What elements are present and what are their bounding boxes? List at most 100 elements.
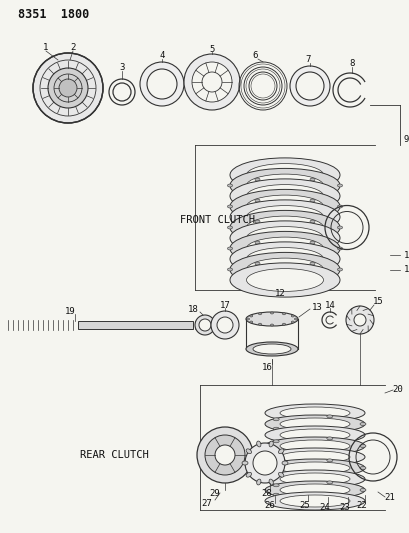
Ellipse shape xyxy=(264,481,364,499)
Ellipse shape xyxy=(254,199,259,202)
Ellipse shape xyxy=(272,449,279,452)
Circle shape xyxy=(353,314,365,326)
Ellipse shape xyxy=(282,313,285,315)
Ellipse shape xyxy=(229,253,339,287)
Ellipse shape xyxy=(337,247,342,250)
Ellipse shape xyxy=(326,452,332,455)
Text: 1: 1 xyxy=(43,44,49,52)
Ellipse shape xyxy=(254,274,259,277)
Ellipse shape xyxy=(229,168,339,203)
Ellipse shape xyxy=(264,437,364,455)
Ellipse shape xyxy=(246,237,323,260)
Ellipse shape xyxy=(309,220,314,223)
Ellipse shape xyxy=(359,445,365,448)
Circle shape xyxy=(198,319,211,331)
Ellipse shape xyxy=(326,459,332,462)
Ellipse shape xyxy=(359,423,365,425)
Text: 27: 27 xyxy=(201,498,212,507)
Ellipse shape xyxy=(337,226,342,229)
Ellipse shape xyxy=(279,418,349,430)
Bar xyxy=(78,321,193,329)
Ellipse shape xyxy=(229,263,339,297)
Ellipse shape xyxy=(264,470,364,488)
Ellipse shape xyxy=(309,190,314,193)
Ellipse shape xyxy=(252,344,290,354)
Ellipse shape xyxy=(246,269,323,292)
Ellipse shape xyxy=(227,226,232,229)
Text: 19: 19 xyxy=(65,306,75,316)
Text: 26: 26 xyxy=(264,502,275,511)
Ellipse shape xyxy=(309,232,314,235)
Ellipse shape xyxy=(326,430,332,433)
Text: 23: 23 xyxy=(339,503,350,512)
Ellipse shape xyxy=(282,323,285,325)
Ellipse shape xyxy=(279,473,349,485)
Ellipse shape xyxy=(254,211,259,214)
Ellipse shape xyxy=(268,479,273,485)
Ellipse shape xyxy=(294,318,297,320)
Ellipse shape xyxy=(309,262,314,265)
Circle shape xyxy=(191,62,231,102)
Text: 18: 18 xyxy=(187,304,198,313)
Ellipse shape xyxy=(279,484,349,496)
Circle shape xyxy=(139,62,184,106)
Ellipse shape xyxy=(227,268,232,271)
Text: 12: 12 xyxy=(274,289,285,298)
Ellipse shape xyxy=(229,200,339,234)
Ellipse shape xyxy=(254,190,259,193)
Ellipse shape xyxy=(229,211,339,245)
Text: 22: 22 xyxy=(356,500,366,510)
Ellipse shape xyxy=(254,253,259,256)
Ellipse shape xyxy=(359,466,365,470)
Ellipse shape xyxy=(279,462,349,474)
Ellipse shape xyxy=(272,427,279,430)
Ellipse shape xyxy=(279,451,349,463)
Ellipse shape xyxy=(229,189,339,224)
Ellipse shape xyxy=(309,178,314,181)
Ellipse shape xyxy=(246,174,323,197)
Ellipse shape xyxy=(229,231,339,265)
Text: 11: 11 xyxy=(403,251,409,260)
Ellipse shape xyxy=(359,489,365,491)
Ellipse shape xyxy=(254,232,259,235)
Text: 9: 9 xyxy=(403,135,408,144)
Text: 14: 14 xyxy=(324,301,335,310)
Text: 10: 10 xyxy=(403,265,409,274)
Ellipse shape xyxy=(337,184,342,187)
Ellipse shape xyxy=(249,315,252,317)
Ellipse shape xyxy=(272,493,279,496)
Text: FRONT CLUTCH: FRONT CLUTCH xyxy=(180,215,254,225)
Text: 25: 25 xyxy=(299,500,310,510)
Ellipse shape xyxy=(264,459,364,477)
Ellipse shape xyxy=(309,253,314,256)
Ellipse shape xyxy=(241,461,247,465)
Ellipse shape xyxy=(270,324,273,326)
Ellipse shape xyxy=(227,205,232,208)
Circle shape xyxy=(214,445,234,465)
Ellipse shape xyxy=(229,158,339,192)
Text: 20: 20 xyxy=(392,385,402,394)
Circle shape xyxy=(48,68,88,108)
Ellipse shape xyxy=(272,484,279,487)
Ellipse shape xyxy=(272,418,279,421)
Ellipse shape xyxy=(309,211,314,214)
Ellipse shape xyxy=(245,449,251,454)
Ellipse shape xyxy=(279,495,349,507)
Ellipse shape xyxy=(246,184,323,207)
Circle shape xyxy=(345,306,373,334)
Ellipse shape xyxy=(326,437,332,440)
Ellipse shape xyxy=(245,312,297,326)
Text: 13: 13 xyxy=(311,303,321,311)
Circle shape xyxy=(295,72,323,100)
Ellipse shape xyxy=(309,274,314,277)
Ellipse shape xyxy=(246,216,323,239)
Ellipse shape xyxy=(337,268,342,271)
Ellipse shape xyxy=(227,247,232,250)
Text: 3: 3 xyxy=(119,63,124,72)
Circle shape xyxy=(184,54,239,110)
Ellipse shape xyxy=(246,164,323,187)
Ellipse shape xyxy=(256,479,260,485)
Text: 2: 2 xyxy=(70,44,76,52)
Ellipse shape xyxy=(272,462,279,465)
Ellipse shape xyxy=(326,496,332,499)
